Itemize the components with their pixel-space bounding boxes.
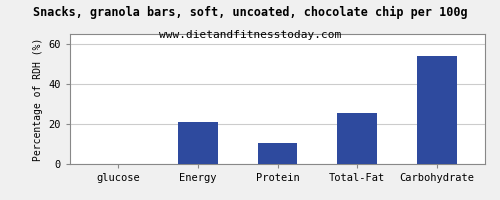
Bar bbox=[178, 122, 218, 164]
Bar bbox=[417, 56, 457, 164]
Y-axis label: Percentage of RDH (%): Percentage of RDH (%) bbox=[33, 37, 43, 161]
Bar bbox=[258, 143, 298, 164]
Text: Snacks, granola bars, soft, uncoated, chocolate chip per 100g: Snacks, granola bars, soft, uncoated, ch… bbox=[32, 6, 468, 19]
Text: www.dietandfitnesstoday.com: www.dietandfitnesstoday.com bbox=[159, 30, 341, 40]
Bar bbox=[338, 113, 378, 164]
